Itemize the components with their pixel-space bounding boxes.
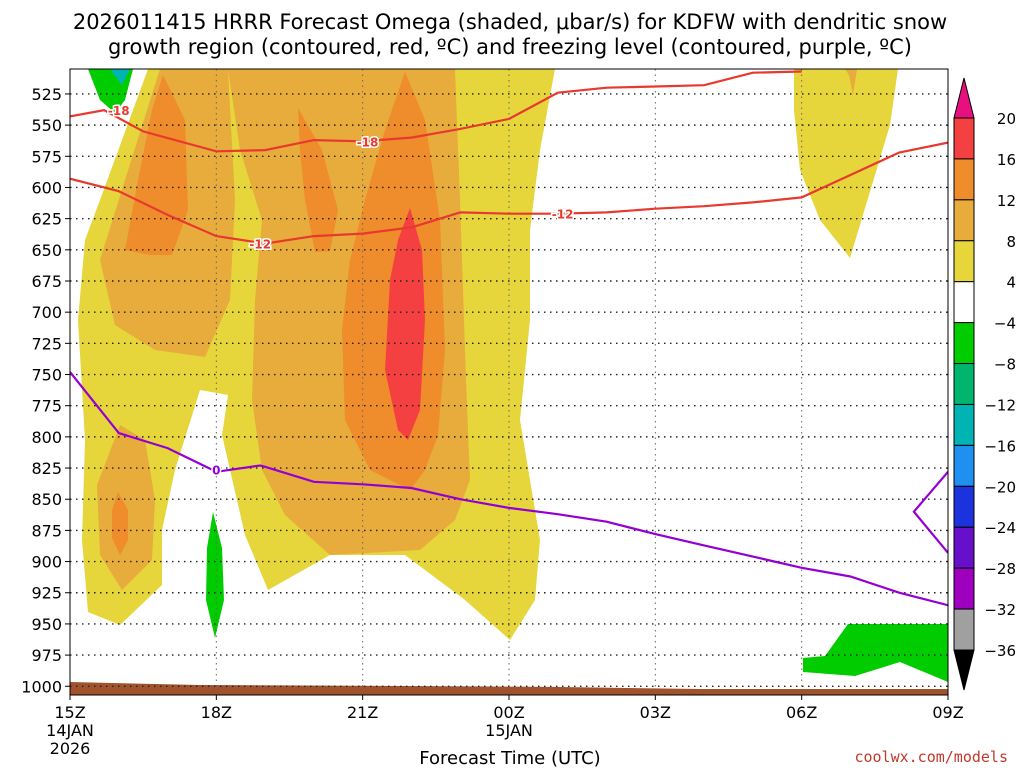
colorbar-label: −32 — [984, 601, 1016, 619]
omega-region-gold-top-right — [845, 69, 857, 95]
y-tick-label: 900 — [31, 553, 62, 572]
x-tick-label: 06Z — [786, 703, 817, 722]
freezing-level-contour — [70, 371, 948, 607]
y-tick-label: 775 — [31, 397, 62, 416]
colorbar-bin — [953, 403, 975, 446]
colorbar-bin — [953, 567, 975, 610]
y-tick-label: 700 — [31, 303, 62, 322]
omega-shading — [70, 69, 948, 695]
colorbar-bin — [953, 526, 975, 569]
omega-region-orange-left — [125, 75, 188, 255]
x-tick-label: 21Z — [347, 703, 378, 722]
y-tick-label: 750 — [31, 366, 62, 385]
dgz-contours: -18 -18 -12 -12 — [70, 70, 948, 253]
y-tick-label: 1000 — [21, 677, 62, 696]
colorbar-label: 20 — [997, 110, 1016, 128]
colorbar-label: 8 — [1006, 233, 1016, 251]
colorbar-bin — [953, 117, 975, 160]
chart-title-line2: growth region (contoured, red, ºC) and f… — [108, 35, 912, 59]
y-tick-label: 850 — [31, 490, 62, 509]
colorbar-label: 4 — [1006, 274, 1016, 292]
chart-title-line1: 2026011415 HRRR Forecast Omega (shaded, … — [73, 10, 947, 34]
dgz-contour — [70, 141, 948, 245]
dgz-contour-label: -18 — [357, 135, 379, 149]
y-tick-label: 825 — [31, 459, 62, 478]
grid — [70, 69, 948, 695]
colorbar-bottom-arrow — [953, 649, 975, 691]
dgz-contour — [70, 70, 802, 153]
colorbar-label: −36 — [984, 642, 1016, 660]
y-tick-label: 625 — [31, 210, 62, 229]
y-tick-label: 650 — [31, 241, 62, 260]
surface-terrain — [70, 682, 948, 695]
y-tick-label: 800 — [31, 428, 62, 447]
freezing-level-contour-label: 0 — [212, 463, 220, 477]
colorbar-top-arrow — [953, 77, 975, 119]
y-tick-label: 525 — [31, 85, 62, 104]
x-tick-sublabel-year: 2026 — [50, 739, 91, 758]
credit-text: coolwx.com/models — [854, 748, 1008, 766]
colorbar-label: −16 — [984, 437, 1016, 455]
y-tick-label: 600 — [31, 178, 62, 197]
omega-region-orange-left-lower — [112, 492, 128, 555]
colorbar-label: 16 — [997, 151, 1016, 169]
omega-region-green-bottom-right — [803, 624, 948, 682]
freezing-level-contours: 0 — [70, 371, 948, 607]
omega-region-yellow-top-right — [794, 69, 898, 258]
y-tick-label: 975 — [31, 646, 62, 665]
colorbar-label: −4 — [994, 315, 1016, 333]
y-tick-label: 875 — [31, 521, 62, 540]
colorbar-bin — [953, 199, 975, 242]
colorbar-bin — [953, 322, 975, 365]
y-tick-label: 950 — [31, 615, 62, 634]
colorbar-bin — [953, 363, 975, 405]
x-tick-label: 00Z — [493, 703, 524, 722]
colorbar-bin — [953, 158, 975, 201]
freezing-level-contour — [912, 471, 948, 554]
colorbar-bin — [953, 608, 975, 651]
plot-area: -18 -18 -12 -12 0 — [70, 69, 948, 695]
colorbar-bin — [953, 485, 975, 528]
x-tick-sublabel-date: 14JAN — [46, 721, 94, 740]
y-axis: 525 550 575 600 625 650 675 700 725 750 775 800 825 8… — [21, 85, 70, 696]
dgz-contour-label: -18 — [108, 104, 130, 118]
colorbar-label: −28 — [984, 560, 1016, 578]
x-tick-label: 15Z — [54, 703, 85, 722]
y-tick-label: 725 — [31, 334, 62, 353]
x-tick-label: 03Z — [640, 703, 671, 722]
colorbar-bin — [953, 444, 975, 487]
y-tick-label: 575 — [31, 147, 62, 166]
colorbar-label: −20 — [984, 478, 1016, 496]
colorbar-label: −12 — [984, 396, 1016, 414]
omega-region-green-18z — [206, 512, 224, 638]
omega-region-teal-top — [110, 69, 130, 85]
colorbar-bin — [953, 281, 975, 324]
x-tick-label: 18Z — [201, 703, 232, 722]
x-tick-sublabel-date: 15JAN — [485, 721, 533, 740]
omega-region-orange-center-upper — [298, 108, 338, 252]
x-axis-title: Forecast Time (UTC) — [419, 748, 600, 768]
y-tick-label: 925 — [31, 584, 62, 603]
dgz-contour-label: -12 — [552, 208, 574, 222]
colorbar-bin — [953, 240, 975, 283]
colorbar-label: −24 — [984, 519, 1016, 537]
colorbar-label: −8 — [994, 356, 1016, 374]
colorbar: 20 16 12 8 4 −4 −8 −12 −16 −20 −24 −28 −32 −36 — [953, 77, 1016, 691]
y-tick-label: 550 — [31, 116, 62, 135]
omega-region-red — [385, 208, 425, 440]
y-tick-label: 675 — [31, 272, 62, 291]
dgz-contour-label: -12 — [249, 238, 271, 252]
x-tick-label: 09Z — [932, 703, 963, 722]
colorbar-label: 12 — [997, 192, 1016, 210]
